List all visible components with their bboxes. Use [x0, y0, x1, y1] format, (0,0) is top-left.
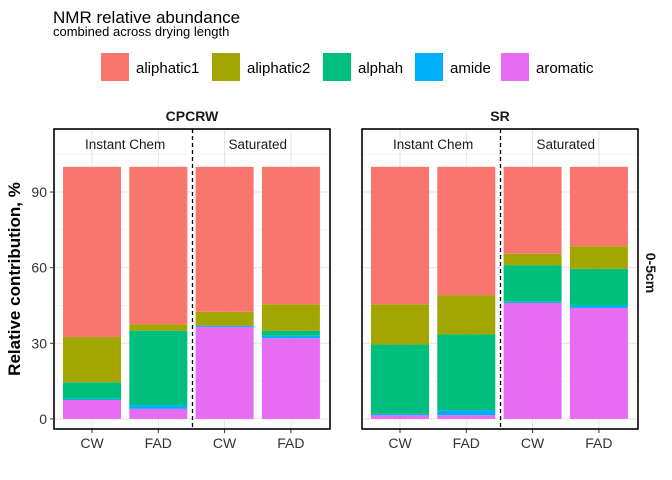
bar-segment-aliphatic2	[503, 253, 562, 266]
bar-segment-aromatic	[371, 415, 429, 419]
bar-segment-amide	[129, 405, 188, 409]
bar-segment-aromatic	[129, 408, 188, 419]
bar-segment-alphah	[129, 330, 188, 406]
bar-segment-aliphatic1	[261, 166, 320, 305]
bar-segment-aliphatic1	[371, 166, 429, 305]
bar-segment-aliphatic2	[63, 336, 121, 383]
bar-segment-amide	[503, 301, 562, 303]
legend-label-aliphatic1: aliphatic1	[136, 60, 199, 77]
y-axis-title: Relative contribution, %	[5, 182, 24, 376]
bar-segment-aromatic	[569, 307, 628, 419]
legend-key-aliphatic1	[101, 53, 129, 81]
y-tick-label: 60	[31, 260, 47, 276]
legend-label-aliphatic2: aliphatic2	[247, 60, 310, 77]
bar-segment-aliphatic2	[129, 324, 188, 331]
panel-cpcrw: CPCRW CW FAD CW FAD Instant Chem Saturated 0 30 6…	[31, 108, 331, 451]
legend-label-amide: amide	[450, 60, 491, 77]
chart-subtitle: combined across drying length	[53, 24, 229, 39]
bar-segment-aliphatic2	[195, 311, 254, 326]
bar-segment-aliphatic2	[437, 295, 496, 335]
bar-segment-alphah	[63, 382, 121, 399]
bar-segment-amide	[195, 325, 254, 327]
bar-segment-aliphatic2	[261, 304, 320, 331]
panels: CPCRW CW FAD CW FAD Instant Chem Saturated 0 30 6…	[31, 108, 639, 451]
group-label: Instant Chem	[393, 137, 473, 152]
x-tick-label: FAD	[277, 435, 304, 451]
bar-segment-amide	[63, 398, 121, 401]
bar-segment-alphah	[261, 330, 320, 336]
bar-segment-alphah	[371, 344, 429, 414]
panel-sr: SR CW FAD CW FAD Instant Chem Saturated	[361, 108, 639, 451]
bar-segment-aliphatic2	[569, 246, 628, 269]
x-tick-label: CW	[80, 435, 104, 451]
x-tick-label: FAD	[145, 435, 172, 451]
x-tick-label: CW	[521, 435, 545, 451]
bar-segment-aliphatic1	[503, 166, 562, 254]
group-label: Instant Chem	[85, 137, 165, 152]
panel-border	[361, 128, 639, 430]
legend-key-amide	[415, 53, 443, 81]
y-tick-label: 30	[31, 335, 47, 351]
y-tick-label: 90	[31, 184, 47, 200]
x-tick-label: FAD	[453, 435, 480, 451]
legend: aliphatic1 aliphatic2 alphah amide aromatic	[101, 53, 594, 81]
bar-segment-amide	[437, 410, 496, 416]
bar-segment-alphah	[437, 334, 496, 411]
legend-key-alphah	[323, 53, 351, 81]
bar-segment-aromatic	[503, 302, 562, 419]
bar-segment-aliphatic1	[437, 166, 496, 296]
group-label: Saturated	[228, 137, 287, 152]
legend-key-aromatic	[501, 53, 529, 81]
row-strip-label: 0-5cm	[643, 253, 659, 293]
bar-segment-aliphatic1	[129, 166, 188, 325]
bar-segment-aliphatic1	[195, 166, 254, 312]
bar-segment-aliphatic1	[63, 166, 121, 337]
bar-segment-alphah	[569, 268, 628, 306]
panel-strip-label: SR	[490, 108, 509, 124]
bar-segment-amide	[569, 305, 628, 308]
legend-key-aliphatic2	[212, 53, 240, 81]
bar-segment-amide	[261, 335, 320, 339]
bar-segment-aromatic	[437, 415, 496, 419]
bar-segment-aromatic	[261, 338, 320, 419]
group-label: Saturated	[536, 137, 595, 152]
x-tick-label: CW	[213, 435, 237, 451]
legend-label-alphah: alphah	[358, 60, 403, 77]
bar-segment-amide	[371, 413, 429, 416]
y-tick-label: 0	[39, 411, 47, 427]
bar-segment-aliphatic2	[371, 304, 429, 345]
bar-segment-aliphatic1	[569, 166, 628, 247]
legend-label-aromatic: aromatic	[536, 60, 594, 77]
panel-border	[53, 128, 331, 430]
bar-segment-aromatic	[195, 326, 254, 419]
panel-strip-label: CPCRW	[166, 108, 219, 124]
x-tick-label: CW	[388, 435, 412, 451]
bar-segment-alphah	[503, 265, 562, 302]
x-tick-label: FAD	[585, 435, 612, 451]
bar-segment-aromatic	[63, 400, 121, 419]
chart-title: NMR relative abundance	[53, 8, 240, 27]
